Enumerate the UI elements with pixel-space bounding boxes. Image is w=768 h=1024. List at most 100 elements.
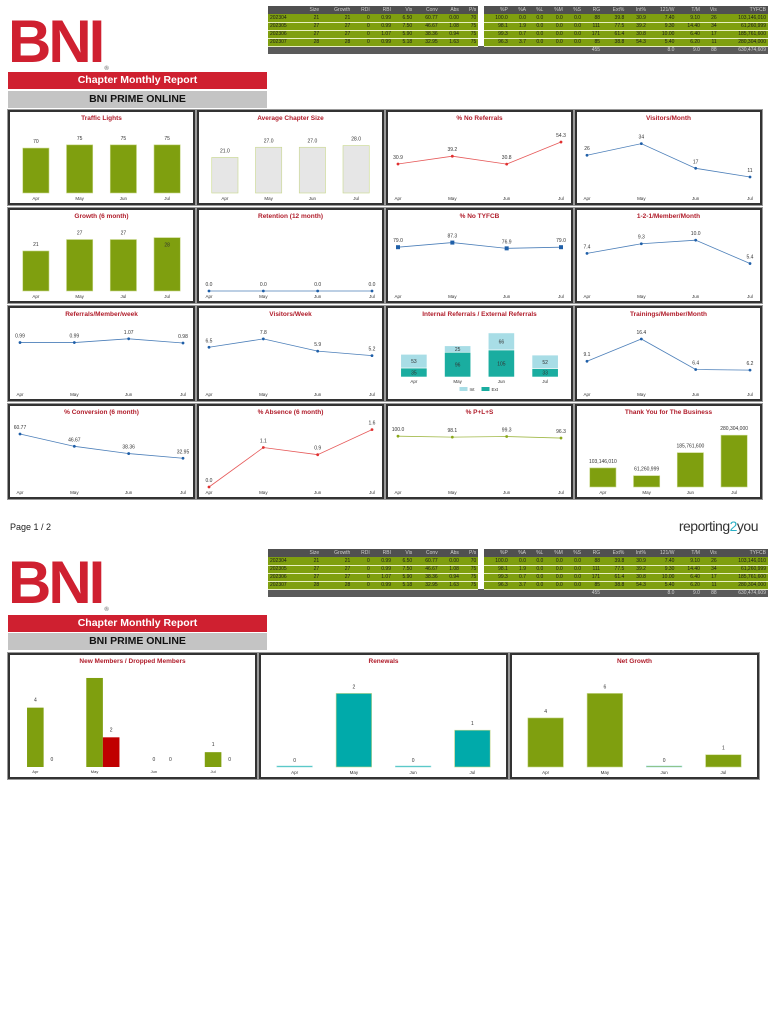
stats-cell: 0 xyxy=(352,565,372,574)
data-point xyxy=(396,434,400,438)
x-tick-label: Jul xyxy=(353,196,359,201)
legend-label: Ext xyxy=(492,387,499,392)
stats-cell: 6.20 xyxy=(676,581,702,590)
stats-row: 202305 27 27 0 0.99 7.50 46.67 1.08 75 98.1 1.9 0.0… xyxy=(268,565,768,574)
x-tick-label: Jul xyxy=(731,490,737,495)
legend-label: Int xyxy=(470,387,476,392)
bar-label: 6 xyxy=(603,684,606,690)
line-series xyxy=(208,338,373,357)
line-series xyxy=(397,435,562,439)
stats-cell: 0.0 xyxy=(545,14,565,23)
stats-cell: 0.0 xyxy=(545,581,565,590)
point-label: 9.3 xyxy=(638,235,645,241)
line-series xyxy=(586,338,751,371)
stats-total-cell xyxy=(439,589,461,597)
point-label: 5.4 xyxy=(747,255,754,261)
stats-total-cell: 9.0 xyxy=(676,589,702,597)
stats-cell: 27 xyxy=(321,573,353,582)
bar-label: 28.0 xyxy=(351,137,361,143)
point-label: 0.98 xyxy=(178,334,188,340)
chart-plot: 79.0 Apr 87.3 May 76.9 Jun 79.0 Jul xyxy=(393,234,566,299)
stats-header-cell: Ext% xyxy=(602,6,627,14)
point-label: 54.3 xyxy=(556,133,566,139)
segment-label: 25 xyxy=(455,347,461,353)
chart-referrals-member-week: Referrals/Member/week 0.99 Apr 0.99 May 1.07 J… xyxy=(8,306,195,401)
bar-label: 2 xyxy=(110,727,113,733)
chart-title: Trainings/Member/Month xyxy=(630,311,707,318)
stats-cell: 61.4 xyxy=(602,30,627,39)
stats-cell: 28 xyxy=(321,38,353,47)
stats-total-cell xyxy=(414,589,440,597)
x-tick-label: Apr xyxy=(583,392,591,397)
stats-header-cell: Vis xyxy=(392,6,415,14)
stats-cell: 1.63 xyxy=(439,38,461,47)
data-point xyxy=(396,162,400,166)
stats-total-cell xyxy=(527,46,546,54)
page-number: Page 1 / 2 xyxy=(10,522,52,532)
chart-plot: 21.0 Apr 27.0 May 27.0 Jun 28.0 Jul xyxy=(211,137,370,201)
x-tick-label: May xyxy=(637,196,646,201)
x-tick-label: Apr xyxy=(394,490,402,495)
stats-cell: 0.0 xyxy=(564,573,584,582)
stats-cell: 98.1 xyxy=(484,565,510,574)
stats-cell: 0.0 xyxy=(564,14,584,23)
bar xyxy=(109,239,137,292)
stats-cell: 0 xyxy=(352,557,372,566)
stats-cell: 5.18 xyxy=(392,581,415,590)
stats-cell: 61,260,999 xyxy=(718,565,768,574)
stats-cell: 75 xyxy=(460,573,479,582)
stats-cell: 0.0 xyxy=(527,38,546,47)
bar xyxy=(298,146,326,194)
stats-total-cell: 9.0 xyxy=(676,46,702,54)
stats-cell: 39.2 xyxy=(626,22,648,31)
x-tick-label: Apr xyxy=(32,294,40,299)
stats-header-cell: T/M xyxy=(676,6,702,14)
chart-retention-12m: Retention (12 month) 0.0 Apr 0.0 May 0.0 Jun 0.… xyxy=(197,208,384,303)
stats-total-cell xyxy=(321,589,353,597)
stats-cell: 60.77 xyxy=(414,14,440,23)
bar-new xyxy=(27,707,44,767)
stats-cell: 61.4 xyxy=(602,573,627,582)
stats-cell: 96.3 xyxy=(484,581,510,590)
bar-label: 0 xyxy=(663,758,666,764)
stats-total-cell: 8.0 xyxy=(647,589,677,597)
x-tick-label: Apr xyxy=(16,392,24,397)
bar xyxy=(22,250,50,292)
stats-cell: 0.0 xyxy=(545,573,565,582)
stats-cell: 7.50 xyxy=(392,22,415,31)
x-tick-label: May xyxy=(637,392,646,397)
stats-header-cell: T/M xyxy=(676,549,702,557)
data-point xyxy=(370,289,374,293)
stats-cell: 75 xyxy=(460,30,479,39)
bar-label: 70 xyxy=(33,139,39,145)
point-label: 1.1 xyxy=(260,439,267,445)
chart-title: % Absence (6 month) xyxy=(257,409,324,416)
stats-header-cell: %S xyxy=(564,549,584,557)
stats-cell: 0.94 xyxy=(439,30,461,39)
x-tick-label: Jun xyxy=(309,196,317,201)
chart-title: % No Referrals xyxy=(456,115,503,122)
point-label: 30.9 xyxy=(393,155,403,161)
x-tick-label: May xyxy=(259,490,268,495)
chart-pct-no-tyfcb: % No TYFCB 79.0 Apr 87.3 May 76.9 Jun 79.0 Jul xyxy=(386,208,573,303)
stats-header-cell: RBI xyxy=(371,549,393,557)
chart-title: New Members / Dropped Members xyxy=(79,658,186,665)
data-point xyxy=(505,162,509,166)
segment-label: 66 xyxy=(499,339,505,345)
x-tick-label: May xyxy=(259,392,268,397)
stats-header-cell: Conv xyxy=(414,549,440,557)
point-label: 100.0 xyxy=(392,427,405,433)
bar xyxy=(586,693,623,768)
stats-cell: 39.2 xyxy=(626,565,648,574)
point-label: 30.8 xyxy=(502,155,512,161)
x-tick-label: Apr xyxy=(32,196,40,201)
stats-cell: 77.5 xyxy=(602,22,627,31)
report-title: Chapter Monthly Report xyxy=(8,615,267,632)
stats-header-cell: P/s xyxy=(460,549,479,557)
stats-cell: 0.0 xyxy=(527,14,546,23)
stats-cell: 30.9 xyxy=(626,557,648,566)
data-point xyxy=(316,453,320,457)
stats-cell: 30.8 xyxy=(626,30,648,39)
stats-cell: 280,304,000 xyxy=(718,38,768,47)
stats-total-cell: 455 xyxy=(583,46,603,54)
